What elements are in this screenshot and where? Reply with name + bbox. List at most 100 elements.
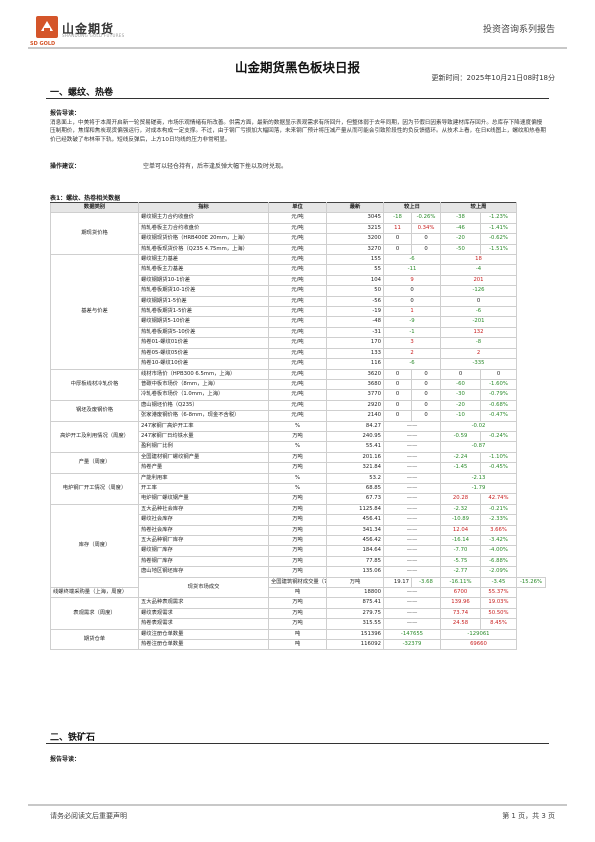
category-cell: 期现货价格: [50, 212, 139, 256]
table-row: 热轧卷板主力基差 元/吨 55 -11 -4: [51, 264, 546, 276]
unit-cell: %: [268, 482, 327, 495]
indicator-cell: 产能利用率: [138, 472, 269, 484]
week-change-pct-cell: -2.09%: [480, 566, 517, 578]
table-row: 张家港废钢价格（6-8mm，现金不含税） 元/吨 2140 0 0 -10 -0.47%: [51, 410, 546, 422]
week-change-cell: -6: [440, 306, 517, 318]
data-table-container: 数据类别 指标 单位 最新 较上日 较上周 期现货价格 螺纹钢主力合约收盘价 元/吨…: [50, 201, 546, 651]
week-change-cell: 6700: [440, 587, 481, 599]
day-change-pct-cell: 0: [411, 378, 441, 391]
unit-cell: 元/吨: [268, 410, 327, 422]
unit-cell: 元/吨: [268, 337, 327, 349]
report-series: 投资咨询系列报告: [482, 25, 555, 35]
week-change-pct-cell: 0: [480, 368, 517, 380]
section-title-rebar: 一、螺纹、热卷: [50, 88, 114, 98]
table-row: 冷轧卷板市场价（1.0mm，上海） 元/吨 3770 0 0 -30 -0.79%: [51, 389, 546, 401]
latest-value-cell: 116092: [326, 639, 384, 651]
day-change-cell: -9: [383, 316, 441, 328]
week-change-cell: -335: [440, 358, 517, 370]
week-change-cell: -38: [440, 212, 481, 224]
latest-value-cell: -19: [326, 306, 384, 318]
week-change-cell: 18: [440, 254, 517, 266]
day-change-pct-cell: 0: [411, 389, 441, 401]
unit-cell: 元/吨: [268, 233, 327, 245]
indicator-cell: 螺纹社会库存: [138, 514, 269, 526]
unit-cell: 元/吨: [268, 326, 327, 339]
day-change-cell: 1: [383, 306, 441, 318]
latest-value-cell: 3045: [326, 212, 384, 224]
day-change-cell: ——: [383, 482, 441, 495]
indicator-cell: 唐山钢坯价格（Q235）: [138, 399, 269, 412]
week-change-pct-cell: -1.60%: [480, 378, 517, 391]
table-row: 螺纹钢期货10-1价差 元/吨 104 9 201: [51, 274, 546, 287]
guide-label: 报告导读：: [50, 110, 81, 117]
unit-cell: 万吨: [268, 618, 327, 630]
week-change-cell: 2: [440, 347, 517, 360]
latest-value-cell: 240.95: [326, 430, 384, 443]
latest-value-cell: 68.85: [326, 482, 384, 495]
indicator-cell: 线材市场价（HPB300 6.5mm，上海）: [138, 368, 269, 380]
day-change-cell: ——: [383, 441, 441, 453]
unit-cell: 元/吨: [268, 347, 327, 360]
day-change-cell: 0: [383, 389, 412, 401]
brand-english: SD GOLD: [30, 41, 56, 47]
week-change-pct-cell: -0.45%: [480, 462, 517, 474]
latest-value-cell: -31: [326, 326, 384, 339]
day-change-pct-cell: 0: [411, 243, 441, 256]
week-change-cell: -0.02: [440, 420, 517, 432]
week-change-pct-cell: -2.33%: [480, 514, 517, 526]
indicator-cell: 全国建筑钢材成交量（7天移动均值，钢银）: [268, 576, 327, 589]
latest-value-cell: 104: [326, 274, 384, 287]
table-row: 五大品种钢厂库存 万吨 456.42 —— -16.14 -3.42%: [51, 534, 546, 547]
day-change-cell: -6: [383, 254, 441, 266]
week-change-pct-cell: 3.66%: [480, 524, 517, 537]
day-change-cell: ——: [383, 607, 441, 620]
table-row: 热卷产量 万吨 321.84 —— -1.45 -0.45%: [51, 462, 546, 474]
day-change-cell: 0: [383, 368, 412, 380]
indicator-cell: 五大品种社会库存: [138, 503, 269, 516]
table-row: 期货仓单 螺纹注册仓单数量吨 151396 -147655 -129061: [50, 628, 546, 651]
week-change-cell: 12.04: [440, 524, 481, 537]
table-row: 热卷注册仓单数量吨 116092 -32379 69660: [51, 639, 546, 651]
day-change-pct-cell: 0: [411, 368, 441, 380]
table-row: 热轧卷板现货价格（Q235 4.75mm，上海） 元/吨 3270 0 0 -50 -1.5…: [51, 243, 546, 256]
indicator-cell: 热卷01-螺纹01价差: [138, 337, 269, 349]
week-change-cell: -10.89: [440, 514, 481, 526]
indicator-cell: 电炉钢厂螺纹钢产量: [138, 493, 269, 505]
week-change-pct-cell: -0.47%: [480, 410, 517, 422]
category-cell: 现货市场成交: [138, 576, 269, 599]
unit-cell: 吨: [268, 639, 327, 651]
day-change-cell: ——: [383, 555, 441, 568]
latest-value-cell: 456.41: [326, 514, 384, 526]
header-unit: 单位: [268, 201, 327, 214]
indicator-cell: 螺纹钢现货价格（HRB400E 20mm，上海）: [138, 233, 269, 245]
table-row: 表观需求（周度） 五大品种表观需求 万吨 875.41 —— 139.96 19.03%: [50, 597, 546, 630]
day-change-cell: ——: [383, 545, 441, 557]
table-header-row: 数据类别 指标 单位 最新 较上日 较上周: [50, 201, 546, 214]
category-cell: 期货仓单: [50, 628, 139, 651]
day-change-cell: ——: [383, 430, 441, 443]
week-change-pct-cell: -15.26%: [516, 576, 546, 589]
indicator-cell: 热卷注册仓单数量: [138, 639, 269, 651]
guide-label: 报告导读：: [50, 756, 81, 763]
week-change-cell: -4: [440, 264, 517, 276]
table-row: 热卷表观需求 万吨 315.55 —— 24.58 8.45%: [51, 618, 546, 630]
day-change-pct-cell: 0.34%: [411, 222, 441, 235]
latest-value-cell: 3200: [326, 233, 384, 245]
indicator-cell: 螺纹钢期货1-5价差: [138, 295, 269, 308]
week-change-pct-cell: 50.50%: [480, 607, 517, 620]
unit-cell: 万吨: [268, 430, 327, 443]
week-change-cell: -1.79: [440, 482, 517, 495]
header-prev-week: 较上周: [440, 201, 517, 214]
indicator-cell: 热卷10-螺纹10价差: [138, 358, 269, 370]
indicator-cell: 全国建材钢厂螺纹钢产量: [138, 451, 269, 464]
unit-cell: 万吨: [268, 597, 327, 609]
indicator-cell: 热轧卷板主力合约收盘价: [138, 222, 269, 235]
table-row: 热卷社会库存 万吨 341.34 —— 12.04 3.66%: [51, 524, 546, 537]
day-change-cell: ——: [383, 451, 441, 464]
table-row: 钢坯及废钢价格 唐山钢坯价格（Q235） 元/吨 2920 0 0 -20 -0.68%: [50, 399, 546, 422]
latest-value-cell: 53.2: [326, 472, 384, 484]
week-change-cell: -3.45: [480, 576, 517, 589]
day-change-cell: 0: [383, 285, 441, 297]
indicator-cell: 螺纹注册仓单数量: [138, 628, 269, 641]
latest-value-cell: 3620: [326, 368, 384, 380]
